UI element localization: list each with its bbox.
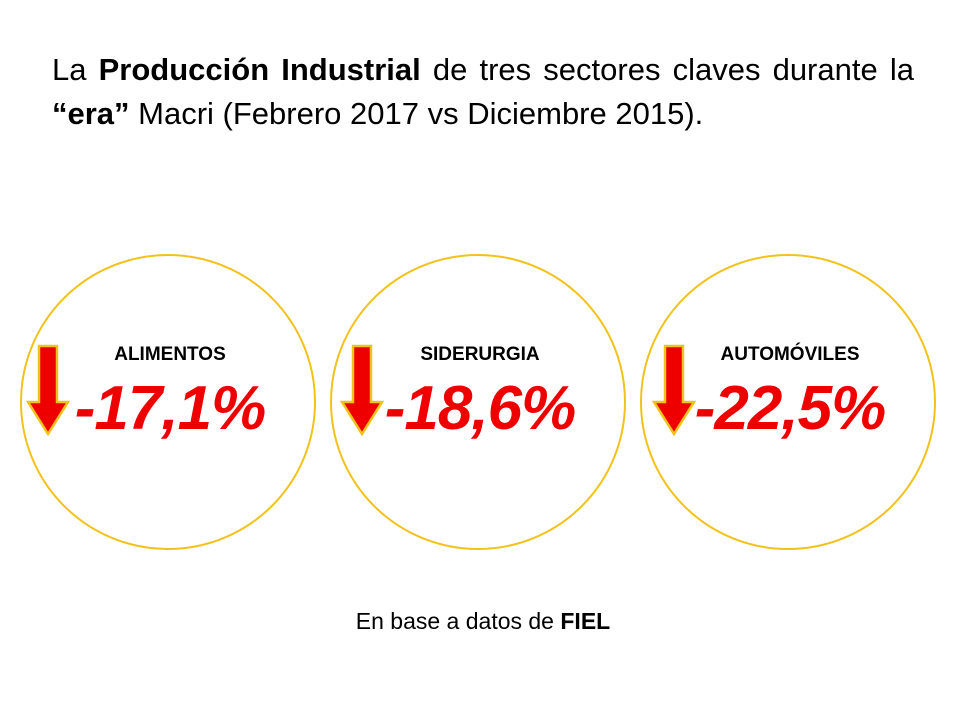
source-note-text: En base a datos de xyxy=(355,608,561,634)
title-text: de tres sectores claves durante la xyxy=(420,52,914,87)
sector-label: AUTOMÓVILES xyxy=(720,344,860,365)
sector-label: ALIMENTOS xyxy=(114,344,226,365)
source-note: En base a datos de FIEL xyxy=(0,606,960,636)
sector-value: -22,5% xyxy=(694,374,886,443)
sector-label: SIDERURGIA xyxy=(420,344,540,365)
sector-circle-alimentos xyxy=(20,254,316,550)
title-text: Macri (Febrero 2017 vs Diciembre 2015). xyxy=(129,96,704,131)
down-arrow-icon xyxy=(26,344,70,436)
sector-value: -18,6% xyxy=(384,374,576,443)
title-text: La xyxy=(52,52,99,87)
sector-circle-automoviles xyxy=(640,254,936,550)
title-bold-subject: Producción Industrial xyxy=(98,52,421,87)
title-bold-era: “era” xyxy=(52,96,130,131)
sector-value: -17,1% xyxy=(74,374,266,443)
sector-circle-siderurgia xyxy=(330,254,626,550)
source-name: FIEL xyxy=(560,608,611,634)
down-arrow-icon xyxy=(340,344,384,436)
down-arrow-icon xyxy=(652,344,696,436)
page-title: La Producción Industrial de tres sectore… xyxy=(52,48,914,136)
